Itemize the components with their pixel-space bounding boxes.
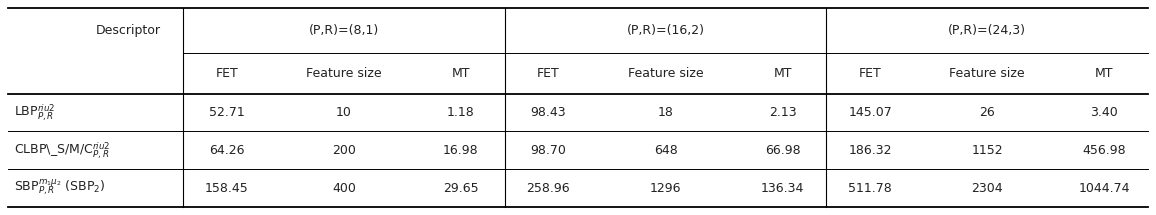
Text: SBP$^{m_1\mu_2}_{P,R}$ (SBP$_2$): SBP$^{m_1\mu_2}_{P,R}$ (SBP$_2$) bbox=[14, 178, 105, 198]
Text: (P,R)=(8,1): (P,R)=(8,1) bbox=[309, 24, 379, 37]
Text: 2304: 2304 bbox=[971, 182, 1003, 195]
Text: 200: 200 bbox=[332, 144, 356, 157]
Text: 400: 400 bbox=[332, 182, 356, 195]
Text: 64.26: 64.26 bbox=[209, 144, 245, 157]
Text: 1152: 1152 bbox=[971, 144, 1003, 157]
Text: 3.40: 3.40 bbox=[1090, 106, 1118, 119]
Text: 10: 10 bbox=[336, 106, 351, 119]
Text: LBP$^{riu2}_{P,R}$: LBP$^{riu2}_{P,R}$ bbox=[14, 102, 55, 123]
Text: CLBP\_S/M/C$^{riu2}_{P,R}$: CLBP\_S/M/C$^{riu2}_{P,R}$ bbox=[14, 140, 111, 161]
Text: 66.98: 66.98 bbox=[765, 144, 800, 157]
Text: 145.07: 145.07 bbox=[849, 106, 892, 119]
Text: 98.43: 98.43 bbox=[531, 106, 566, 119]
Text: MT: MT bbox=[773, 67, 792, 80]
Text: Descriptor: Descriptor bbox=[96, 24, 161, 37]
Text: FET: FET bbox=[859, 67, 882, 80]
Text: 648: 648 bbox=[653, 144, 677, 157]
Text: 258.96: 258.96 bbox=[527, 182, 570, 195]
Text: 136.34: 136.34 bbox=[761, 182, 805, 195]
Text: 18: 18 bbox=[658, 106, 674, 119]
Text: 2.13: 2.13 bbox=[769, 106, 796, 119]
Text: Feature size: Feature size bbox=[949, 67, 1025, 80]
Text: 29.65: 29.65 bbox=[443, 182, 479, 195]
Text: 26: 26 bbox=[979, 106, 995, 119]
Text: 16.98: 16.98 bbox=[443, 144, 479, 157]
Text: MT: MT bbox=[1095, 67, 1113, 80]
Text: 98.70: 98.70 bbox=[531, 144, 566, 157]
Text: Feature size: Feature size bbox=[306, 67, 381, 80]
Text: Feature size: Feature size bbox=[628, 67, 703, 80]
Text: 511.78: 511.78 bbox=[849, 182, 892, 195]
Text: (P,R)=(16,2): (P,R)=(16,2) bbox=[627, 24, 704, 37]
Text: 186.32: 186.32 bbox=[849, 144, 891, 157]
Text: FET: FET bbox=[538, 67, 560, 80]
Text: 52.71: 52.71 bbox=[209, 106, 245, 119]
Text: FET: FET bbox=[215, 67, 238, 80]
Text: 158.45: 158.45 bbox=[205, 182, 249, 195]
Text: (P,R)=(24,3): (P,R)=(24,3) bbox=[948, 24, 1027, 37]
Text: 1044.74: 1044.74 bbox=[1079, 182, 1131, 195]
Text: 1.18: 1.18 bbox=[447, 106, 475, 119]
Text: 456.98: 456.98 bbox=[1082, 144, 1126, 157]
Text: 1296: 1296 bbox=[650, 182, 681, 195]
Text: MT: MT bbox=[452, 67, 470, 80]
